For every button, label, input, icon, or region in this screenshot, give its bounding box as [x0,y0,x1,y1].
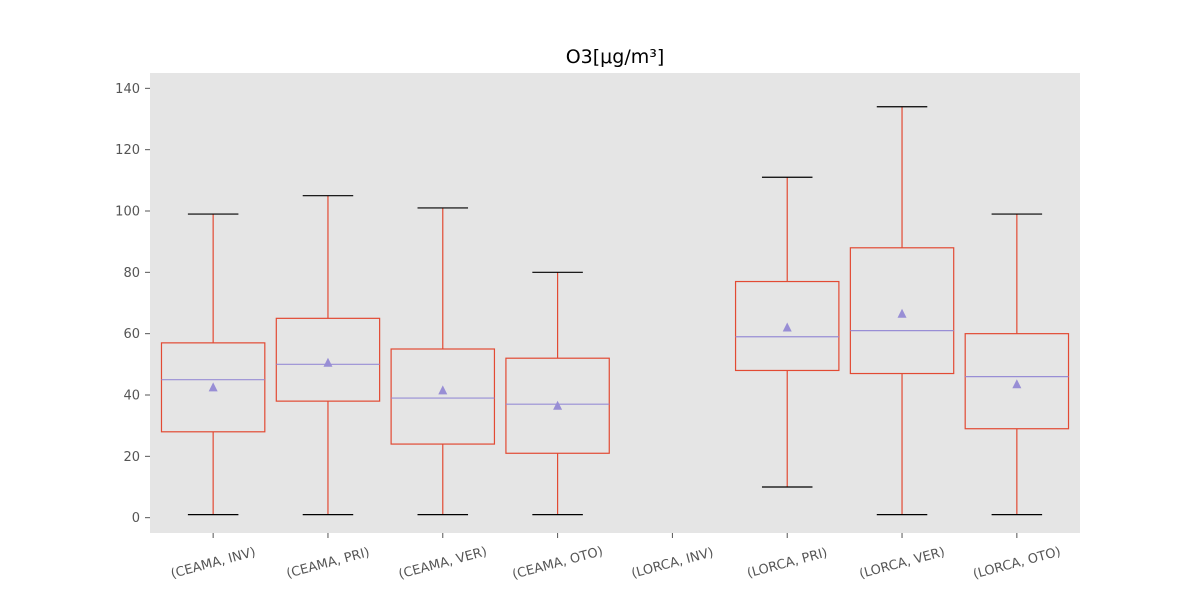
iqr-box [505,357,610,454]
y-tick-label: 60 [123,327,140,342]
mean-marker [897,308,907,318]
iqr-box [275,317,381,402]
x-tick-label: (CEAMA, INV) [169,545,257,582]
x-tick-label: (LORCA, INV) [630,545,715,581]
x-tick-label: (LORCA, VER) [858,545,947,582]
y-tick-label: 20 [123,450,140,465]
iqr-box [734,280,840,372]
box-group [275,195,381,516]
y-tick-label: 140 [115,82,140,97]
y-axis: 0 20 40 60 80 100 120 140 [115,82,150,526]
iqr-box [849,247,955,375]
box-group [849,106,955,516]
plot-area [150,73,1080,533]
x-tick-label: (LORCA, PRI) [746,546,830,582]
y-tick-label: 80 [123,266,140,281]
x-axis: (CEAMA, INV) (CEAMA, PRI) (CEAMA, VER) (CEA… [169,533,1062,583]
x-tick-label: (CEAMA, VER) [397,544,489,582]
mean-marker [1012,379,1022,389]
y-tick-label: 0 [132,511,140,526]
iqr-box [390,348,496,445]
box-group [390,207,496,516]
chart-title-base: O3 [566,46,593,68]
mean-marker [782,322,792,332]
iqr-box [160,342,266,433]
x-tick-label: (CEAMA, PRI) [285,545,371,582]
mean-marker [553,400,563,410]
x-tick-label: (LORCA, OTO) [971,545,1062,583]
boxes [160,106,1070,516]
box-group [160,213,266,516]
mean-marker [208,382,218,392]
mean-marker [323,357,333,367]
y-tick-label: 100 [115,205,140,220]
chart-title-unit: [μg/m³] [593,46,665,68]
iqr-box [964,333,1070,430]
box-group [964,213,1070,516]
y-tick-label: 40 [123,389,140,404]
y-tick-label: 120 [115,143,140,158]
box-group [505,271,610,516]
box-group [734,176,840,488]
mean-marker [438,385,448,395]
chart-title: O3[μg/m³] [566,46,665,68]
x-tick-label: (CEAMA, OTO) [511,544,605,583]
